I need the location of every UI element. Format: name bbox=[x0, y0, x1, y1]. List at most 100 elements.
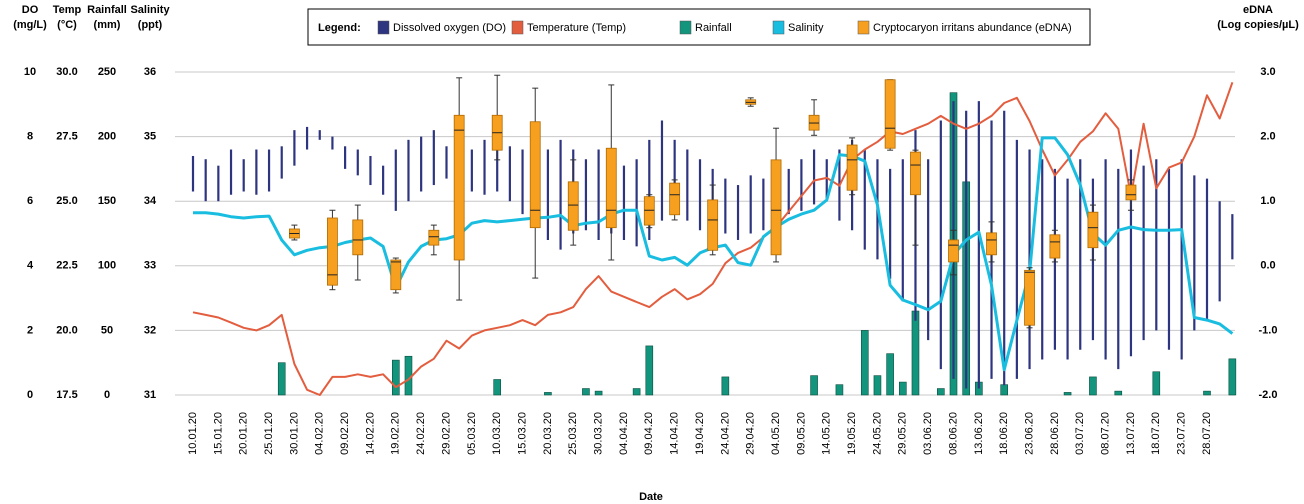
x-tick-label: 30.03.20 bbox=[593, 412, 605, 455]
legend-label: Temperature (Temp) bbox=[527, 22, 626, 34]
y-tick-label: -1.0 bbox=[1259, 324, 1278, 336]
x-tick-label: 25.03.20 bbox=[567, 412, 579, 455]
y-tick-label: 27.5 bbox=[56, 131, 77, 143]
x-tick-label: 14.04.20 bbox=[669, 412, 681, 455]
x-tick-label: 09.04.20 bbox=[643, 412, 655, 455]
axis-title: Rainfall bbox=[87, 4, 127, 16]
box-body bbox=[390, 259, 402, 291]
box-body bbox=[846, 144, 858, 191]
axis-unit: (ppt) bbox=[138, 19, 163, 31]
box-body bbox=[884, 79, 896, 149]
x-tick-label: 05.03.20 bbox=[466, 412, 478, 455]
box-body bbox=[1125, 184, 1137, 201]
legend-swatch bbox=[857, 20, 870, 35]
y-tick-label: 25.0 bbox=[56, 195, 77, 207]
rain-bar bbox=[898, 381, 907, 396]
x-tick-label: 14.02.20 bbox=[364, 412, 376, 455]
x-tick-label: 20.01.20 bbox=[238, 412, 250, 455]
legend-box bbox=[307, 8, 1091, 46]
x-tick-label: 13.07.20 bbox=[1125, 412, 1137, 455]
rain-bar bbox=[645, 345, 654, 396]
axis-unit: (Log copies/µL) bbox=[1217, 19, 1299, 31]
box-body bbox=[428, 229, 440, 246]
y-tick-label: 17.5 bbox=[56, 389, 77, 401]
x-tick-label: 29.04.20 bbox=[745, 412, 757, 455]
x-tick-label: 25.01.20 bbox=[263, 412, 275, 455]
y-tick-label: 8 bbox=[27, 131, 33, 143]
y-tick-label: 150 bbox=[98, 195, 116, 207]
x-tick-label: 23.06.20 bbox=[1023, 412, 1035, 455]
y-tick-label: 3.0 bbox=[1260, 66, 1275, 78]
axis-unit: (mg/L) bbox=[13, 19, 47, 31]
legend-swatch bbox=[772, 20, 785, 35]
y-tick-label: 10 bbox=[24, 66, 36, 78]
y-tick-label: 1.0 bbox=[1260, 195, 1275, 207]
y-tick-label: 31 bbox=[144, 389, 156, 401]
x-tick-label: 09.02.20 bbox=[339, 412, 351, 455]
rain-bar bbox=[810, 375, 818, 396]
rain-bar bbox=[1089, 376, 1097, 396]
rain-bar bbox=[277, 362, 286, 396]
box-body bbox=[327, 217, 338, 286]
x-tick-label: 13.06.20 bbox=[973, 412, 985, 455]
rain-bar bbox=[1152, 371, 1161, 396]
legend-title: Legend: bbox=[318, 22, 361, 34]
x-tick-label: 15.03.20 bbox=[516, 412, 528, 455]
series-line bbox=[192, 81, 1234, 396]
y-tick-label: 36 bbox=[144, 66, 156, 78]
box-body bbox=[453, 114, 465, 261]
axis-title: Salinity bbox=[130, 4, 170, 16]
box-body bbox=[352, 219, 364, 256]
legend-label: Dissolved oxygen (DO) bbox=[393, 22, 506, 34]
axis-title: Temp bbox=[53, 4, 82, 16]
box-body bbox=[986, 232, 997, 256]
box-body bbox=[605, 147, 617, 229]
y-tick-label: 22.5 bbox=[56, 260, 77, 272]
rain-bar bbox=[873, 375, 882, 396]
rain-bar bbox=[391, 359, 400, 396]
rain-bar bbox=[1114, 390, 1123, 396]
box-body bbox=[1024, 269, 1035, 326]
box-body bbox=[1087, 211, 1099, 249]
y-tick-label: 33 bbox=[144, 260, 156, 272]
legend-swatch bbox=[511, 20, 524, 35]
x-tick-label: 15.01.20 bbox=[212, 412, 224, 455]
x-tick-label: 09.05.20 bbox=[795, 412, 807, 455]
y-tick-label: 0.0 bbox=[1260, 260, 1275, 272]
x-tick-label: 24.02.20 bbox=[415, 412, 427, 455]
x-tick-label: 24.05.20 bbox=[871, 412, 883, 455]
y-tick-label: 6 bbox=[27, 195, 33, 207]
x-tick-label: 18.06.20 bbox=[998, 412, 1010, 455]
x-tick-label: 10.01.20 bbox=[187, 412, 199, 455]
y-tick-label: 30.0 bbox=[56, 66, 77, 78]
legend-label: Rainfall bbox=[695, 22, 732, 34]
x-tick-label: 04.05.20 bbox=[770, 412, 782, 455]
box-body bbox=[529, 121, 541, 229]
box-body bbox=[1049, 234, 1061, 259]
x-tick-label: 18.07.20 bbox=[1150, 412, 1162, 455]
y-tick-label: 32 bbox=[144, 324, 156, 336]
y-tick-label: 35 bbox=[144, 131, 156, 143]
y-tick-label: 34 bbox=[144, 195, 157, 207]
y-tick-label: 20.0 bbox=[56, 324, 77, 336]
x-tick-label: 29.02.20 bbox=[440, 412, 452, 455]
x-tick-label: 28.07.20 bbox=[1201, 412, 1213, 455]
y-tick-label: 2.0 bbox=[1260, 131, 1275, 143]
box-body bbox=[910, 151, 921, 196]
legend-label: Salinity bbox=[788, 22, 824, 34]
box-body bbox=[643, 196, 655, 226]
x-tick-label: 04.02.20 bbox=[314, 412, 326, 455]
box-body bbox=[770, 159, 782, 256]
rain-bar bbox=[721, 376, 730, 396]
legend-label: Cryptocaryon irritans abundance (eDNA) bbox=[873, 22, 1072, 34]
y-tick-label: 0 bbox=[104, 389, 110, 401]
x-tick-label: 08.06.20 bbox=[947, 412, 959, 455]
rain-bar bbox=[1063, 392, 1072, 396]
box-body bbox=[707, 199, 719, 251]
x-tick-label: 19.04.20 bbox=[694, 412, 706, 455]
x-tick-label: 08.07.20 bbox=[1100, 412, 1112, 455]
x-tick-label: 20.03.20 bbox=[542, 412, 554, 455]
legend-swatch bbox=[679, 20, 692, 35]
x-axis-title: Date bbox=[639, 491, 663, 503]
x-tick-label: 23.07.20 bbox=[1176, 412, 1188, 455]
